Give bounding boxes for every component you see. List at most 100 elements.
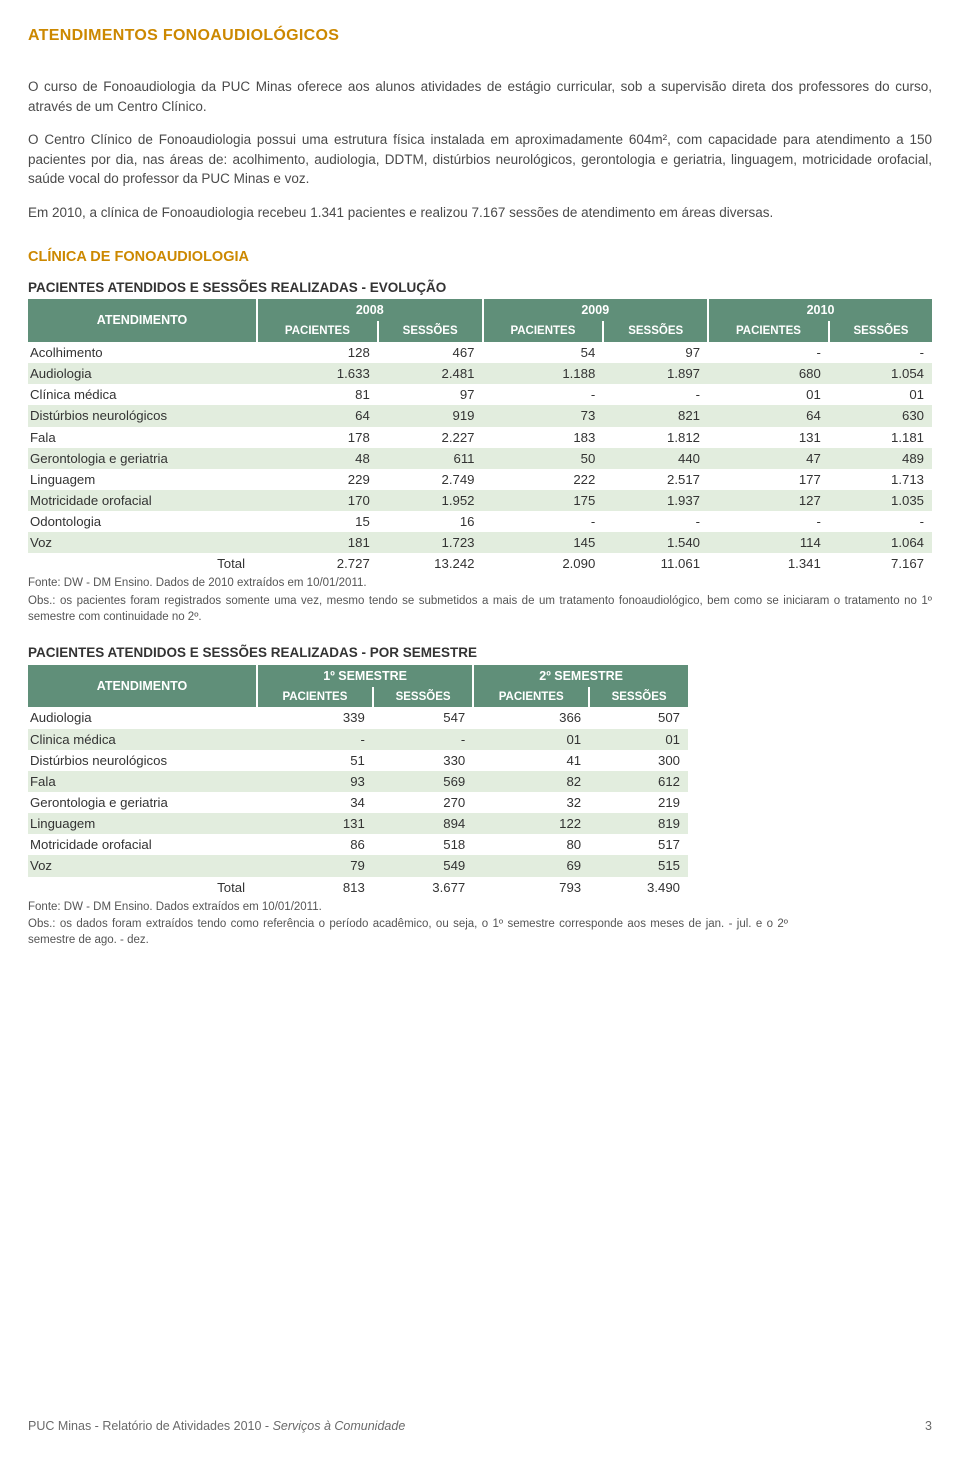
table2-footnote-obs: Obs.: os dados foram extraídos tendo com…	[28, 917, 788, 948]
total-cell: 793	[473, 877, 589, 898]
row-label: Clínica médica	[28, 384, 257, 405]
cell: -	[257, 729, 373, 750]
row-label: Linguagem	[28, 469, 257, 490]
cell: 128	[257, 342, 378, 363]
cell: 222	[483, 469, 604, 490]
footer-left: PUC Minas - Relatório de Atividades 2010…	[28, 1417, 405, 1435]
cell: 489	[829, 448, 932, 469]
footer-doc-title: PUC Minas - Relatório de Atividades 2010…	[28, 1419, 273, 1433]
row-label: Distúrbios neurológicos	[28, 750, 257, 771]
cell: 47	[708, 448, 829, 469]
cell: 34	[257, 792, 373, 813]
cell: 2.481	[378, 363, 483, 384]
footer-page-number: 3	[925, 1417, 932, 1435]
cell: 2.227	[378, 427, 483, 448]
cell: 894	[373, 813, 473, 834]
cell: 127	[708, 490, 829, 511]
total-cell: 13.242	[378, 553, 483, 574]
col-ses: SESSÕES	[829, 321, 932, 342]
row-label: Clinica médica	[28, 729, 257, 750]
cell: 219	[589, 792, 688, 813]
table-row: Linguagem131894122819	[28, 813, 688, 834]
cell: 518	[373, 834, 473, 855]
col-pac: PACIENTES	[473, 687, 589, 708]
cell: 51	[257, 750, 373, 771]
cell: 64	[257, 405, 378, 426]
cell: 821	[603, 405, 708, 426]
col-ses: SESSÕES	[589, 687, 688, 708]
cell: 80	[473, 834, 589, 855]
cell: -	[483, 511, 604, 532]
cell: 366	[473, 707, 589, 728]
table-row: Clínica médica8197--0101	[28, 384, 932, 405]
cell: 339	[257, 707, 373, 728]
intro-paragraph-2: O Centro Clínico de Fonoaudiologia possu…	[28, 130, 932, 189]
table-row: Linguagem2292.7492222.5171771.713	[28, 469, 932, 490]
table1-footnote-source: Fonte: DW - DM Ensino. Dados de 2010 ext…	[28, 576, 932, 592]
cell: 611	[378, 448, 483, 469]
cell: -	[603, 511, 708, 532]
cell: 569	[373, 771, 473, 792]
cell: 79	[257, 855, 373, 876]
cell: 819	[589, 813, 688, 834]
cell: 440	[603, 448, 708, 469]
cell: 515	[589, 855, 688, 876]
cell: 612	[589, 771, 688, 792]
table-row: Audiologia339547366507	[28, 707, 688, 728]
cell: 919	[378, 405, 483, 426]
table-row: Motricidade orofacial1701.9521751.937127…	[28, 490, 932, 511]
cell: 54	[483, 342, 604, 363]
table-row: Clinica médica--0101	[28, 729, 688, 750]
cell: 1.054	[829, 363, 932, 384]
table-row: Gerontologia e geriatria486115044047489	[28, 448, 932, 469]
cell: 1.723	[378, 532, 483, 553]
col-year-2010: 2010	[708, 299, 932, 321]
total-cell: 7.167	[829, 553, 932, 574]
cell: 549	[373, 855, 473, 876]
cell: 01	[473, 729, 589, 750]
cell: 1.812	[603, 427, 708, 448]
row-label: Linguagem	[28, 813, 257, 834]
total-row: Total2.72713.2422.09011.0611.3417.167	[28, 553, 932, 574]
table-row: Voz1811.7231451.5401141.064	[28, 532, 932, 553]
cell: 175	[483, 490, 604, 511]
table-row: Distúrbios neurológicos5133041300	[28, 750, 688, 771]
table-evolution: ATENDIMENTO 2008 2009 2010 PACIENTES SES…	[28, 299, 932, 574]
footer-doc-subtitle: Serviços à Comunidade	[273, 1419, 406, 1433]
cell: 330	[373, 750, 473, 771]
total-cell: 1.341	[708, 553, 829, 574]
cell: 97	[378, 384, 483, 405]
cell: 93	[257, 771, 373, 792]
cell: 122	[473, 813, 589, 834]
cell: 1.633	[257, 363, 378, 384]
row-label: Odontologia	[28, 511, 257, 532]
cell: 178	[257, 427, 378, 448]
cell: 97	[603, 342, 708, 363]
total-cell: 813	[257, 877, 373, 898]
col-year-2009: 2009	[483, 299, 709, 321]
cell: 01	[708, 384, 829, 405]
table-row: Gerontologia e geriatria3427032219	[28, 792, 688, 813]
cell: 177	[708, 469, 829, 490]
cell: 64	[708, 405, 829, 426]
table-row: Fala1782.2271831.8121311.181	[28, 427, 932, 448]
table1-caption: PACIENTES ATENDIDOS E SESSÕES REALIZADAS…	[28, 278, 932, 298]
cell: 01	[589, 729, 688, 750]
cell: 32	[473, 792, 589, 813]
cell: 2.517	[603, 469, 708, 490]
cell: -	[708, 342, 829, 363]
page-title: ATENDIMENTOS FONOAUDIOLÓGICOS	[28, 24, 932, 47]
row-label: Voz	[28, 532, 257, 553]
row-label: Acolhimento	[28, 342, 257, 363]
col-year-2008: 2008	[257, 299, 483, 321]
cell: 680	[708, 363, 829, 384]
cell: 131	[257, 813, 373, 834]
cell: 69	[473, 855, 589, 876]
total-label: Total	[28, 553, 257, 574]
cell: -	[603, 384, 708, 405]
total-cell: 2.727	[257, 553, 378, 574]
table-row: Motricidade orofacial8651880517	[28, 834, 688, 855]
cell: 1.035	[829, 490, 932, 511]
col-sem2: 2º SEMESTRE	[473, 665, 688, 687]
cell: -	[708, 511, 829, 532]
